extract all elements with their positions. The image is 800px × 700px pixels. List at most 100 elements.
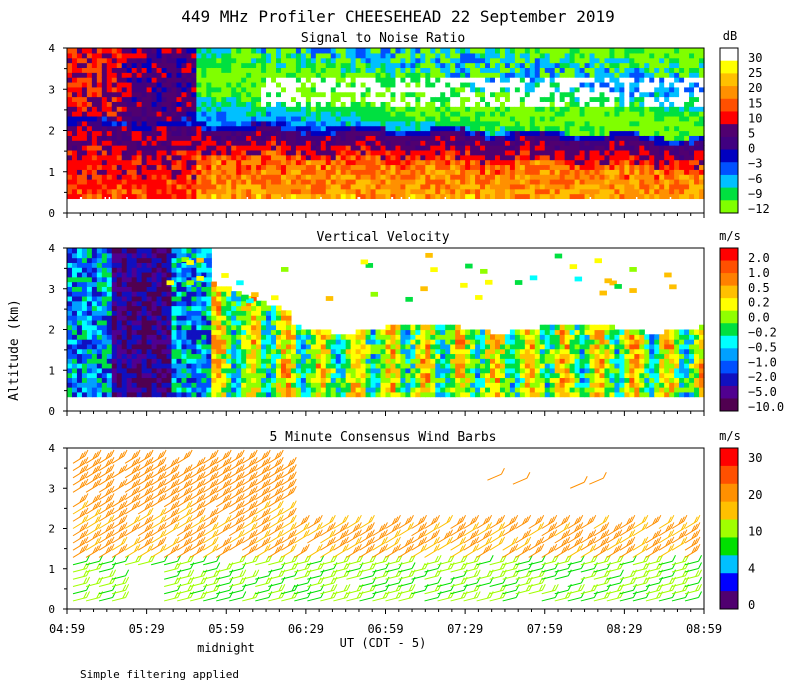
- snr-cell: [325, 120, 332, 127]
- snr-cell: [699, 145, 705, 151]
- snr-cell: [226, 169, 232, 175]
- snr-cell: [216, 125, 222, 132]
- snr-cell: [599, 140, 606, 146]
- snr-cell: [594, 91, 601, 98]
- snr-cell: [375, 159, 382, 166]
- snr-cell: [519, 183, 526, 190]
- snr-cell: [450, 106, 456, 112]
- velocity-cell: [186, 382, 193, 388]
- snr-cell: [554, 130, 561, 136]
- snr-cell: [350, 120, 357, 127]
- snr-cell: [231, 183, 237, 190]
- velocity-cell: [196, 315, 202, 321]
- snr-cell: [689, 179, 695, 185]
- colorbar-unit: dB: [723, 29, 737, 43]
- snr-cell: [121, 86, 128, 93]
- snr-cell: [171, 106, 178, 112]
- snr-cell: [584, 179, 591, 185]
- snr-cell: [201, 111, 207, 117]
- snr-cell: [534, 81, 541, 88]
- colorbar-swatch: [720, 60, 738, 74]
- snr-cell: [599, 57, 606, 64]
- snr-cell: [589, 159, 596, 166]
- snr-cell: [350, 125, 357, 132]
- colorbar-swatch: [720, 73, 738, 87]
- snr-cell: [420, 52, 426, 59]
- snr-cell: [440, 140, 446, 146]
- velocity-cell: [176, 387, 183, 393]
- snr-cell: [186, 154, 193, 161]
- snr-cell: [494, 130, 501, 136]
- snr-cell: [694, 183, 700, 190]
- velocity-cell: [86, 295, 93, 302]
- snr-cell: [241, 183, 247, 190]
- snr-cell: [435, 91, 441, 98]
- snr-cell: [375, 77, 382, 83]
- snr-cell: [355, 183, 362, 190]
- snr-cell: [679, 174, 685, 180]
- velocity-cell: [131, 382, 138, 388]
- snr-cell: [380, 145, 387, 151]
- snr-cell: [664, 81, 670, 88]
- snr-cell: [330, 140, 337, 146]
- snr-cell: [435, 169, 441, 175]
- snr-cell: [430, 91, 436, 98]
- snr-cell: [86, 159, 93, 166]
- velocity-cell: [96, 276, 103, 283]
- snr-cell: [101, 179, 108, 185]
- snr-cell: [639, 145, 645, 151]
- snr-cell: [126, 188, 133, 195]
- velocity-cell: [71, 252, 78, 259]
- velocity-cell: [96, 257, 103, 263]
- snr-cell: [699, 174, 705, 180]
- snr-cell: [514, 188, 521, 195]
- snr-cell: [385, 91, 392, 98]
- snr-cell: [226, 111, 232, 117]
- snr-cell: [539, 115, 546, 122]
- snr-cell: [604, 193, 611, 200]
- snr-cell: [524, 106, 531, 112]
- snr-cell: [415, 179, 421, 185]
- snr-cell: [609, 145, 616, 151]
- snr-cell: [579, 179, 586, 185]
- velocity-cell: [206, 319, 212, 326]
- snr-cell: [425, 52, 431, 59]
- velocity-cell: [166, 305, 173, 311]
- snr-cell: [126, 62, 133, 69]
- snr-cell: [246, 145, 252, 151]
- snr-cell: [654, 72, 660, 78]
- snr-cell: [619, 174, 625, 180]
- velocity-cell: [131, 319, 138, 326]
- snr-cell: [375, 174, 382, 180]
- snr-cell: [579, 67, 586, 73]
- velocity-cell: [111, 358, 118, 364]
- snr-cell: [196, 188, 202, 195]
- snr-cell: [305, 130, 312, 136]
- snr-cell: [295, 174, 302, 180]
- colorbar-label: 10: [748, 111, 762, 125]
- snr-cell: [644, 193, 650, 200]
- snr-cell: [290, 154, 297, 161]
- velocity-cell: [156, 305, 163, 311]
- snr-cell: [450, 154, 456, 161]
- snr-cell: [554, 183, 561, 190]
- snr-cell: [460, 67, 466, 73]
- snr-cell: [514, 179, 521, 185]
- snr-cell: [614, 101, 620, 107]
- snr-cell: [325, 111, 332, 117]
- snr-cell: [141, 193, 148, 200]
- snr-cell: [450, 164, 456, 170]
- snr-cell: [166, 154, 173, 161]
- snr-cell: [246, 125, 252, 132]
- velocity-cell: [81, 276, 88, 283]
- snr-cell: [86, 193, 93, 200]
- snr-cell: [405, 111, 411, 117]
- velocity-cell: [136, 367, 143, 374]
- snr-cell: [644, 183, 650, 190]
- snr-cell: [280, 140, 287, 146]
- snr-cell: [624, 188, 630, 195]
- velocity-cell: [166, 353, 173, 359]
- snr-cell: [445, 77, 451, 83]
- snr-cell: [659, 72, 665, 78]
- snr-cell: [330, 188, 337, 195]
